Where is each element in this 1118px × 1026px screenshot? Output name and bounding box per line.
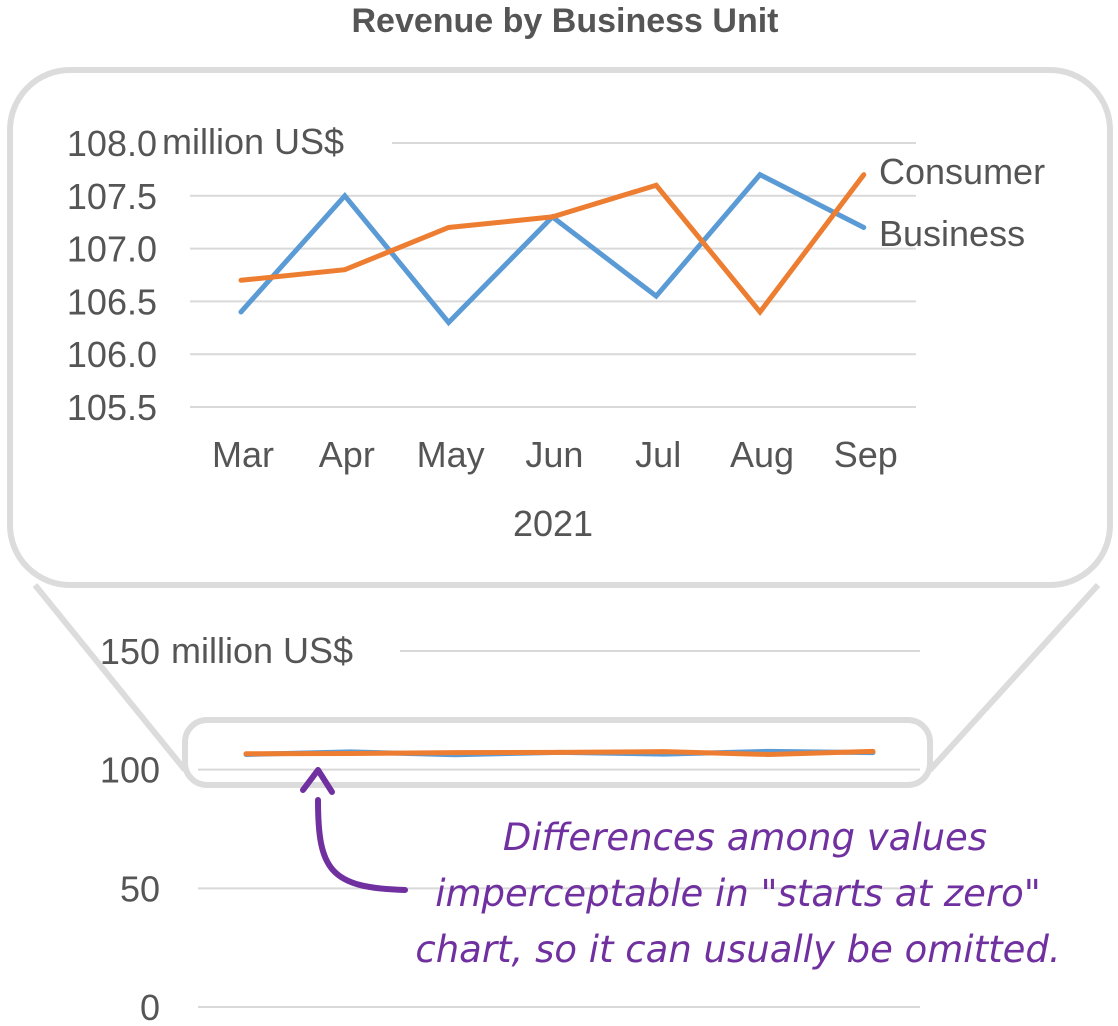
full-y-tick-label: 100 <box>100 750 160 791</box>
full-y-tick-label: 0 <box>140 987 160 1026</box>
zoom-series-lines <box>238 171 867 327</box>
zoom-y-axis-ticks: 105.5 106.0 106.5 107.0 107.5 108.0 <box>67 123 157 428</box>
zoom-x-tick-label: Aug <box>730 434 794 475</box>
zoom-connector-right <box>927 582 1101 773</box>
annotation-line-2: imperceptable in "starts at zero" <box>435 872 1041 915</box>
full-series-line-consumer <box>243 748 876 757</box>
zoom-series-line-consumer <box>238 172 867 317</box>
zoom-gridlines <box>190 142 916 408</box>
full-y-axis-ticks: 0 50 100 150 <box>100 631 160 1026</box>
full-y-tick-label: 50 <box>120 868 160 909</box>
zoomed-line-chart: 105.5 106.0 106.5 107.0 107.5 108.0 million U… <box>67 121 1045 544</box>
full-scale-line-chart: 0 50 100 150 million US$ <box>100 630 920 1026</box>
zoom-x-axis-title: 2021 <box>513 503 593 544</box>
annotation-line-3: chart, so it can usually be omitted. <box>415 928 1060 971</box>
annotation-arrow <box>315 797 408 893</box>
annotation-arrowhead <box>300 767 335 795</box>
zoom-y-tick-label: 106.0 <box>67 334 157 375</box>
zoom-x-tick-label: May <box>417 434 485 475</box>
zoom-x-axis-ticks: Mar Apr May Jun Jul Aug Sep <box>212 434 898 475</box>
zoom-x-tick-label: Apr <box>319 434 375 475</box>
zoom-y-tick-label: 107.5 <box>67 176 157 217</box>
zoom-region-box <box>182 717 933 788</box>
zoom-y-tick-label: 105.5 <box>67 387 157 428</box>
full-y-tick-label: 150 <box>100 631 160 672</box>
full-unit-label: million US$ <box>171 630 353 671</box>
zoom-y-tick-label: 106.5 <box>67 281 157 322</box>
zoom-y-tick-label: 108.0 <box>67 123 157 164</box>
zoom-callout-frame <box>7 67 1113 588</box>
legend-consumer: Consumer <box>879 151 1045 192</box>
zoom-x-tick-label: Mar <box>212 434 274 475</box>
legend-business: Business <box>879 213 1025 254</box>
chart-title: Revenue by Business Unit <box>351 2 778 40</box>
full-series-lines <box>243 748 876 758</box>
zoom-unit-label: million US$ <box>162 121 344 162</box>
annotation-line-1: Differences among values <box>503 816 987 859</box>
zoom-y-tick-label: 107.0 <box>67 229 157 270</box>
zoom-x-tick-label: Jun <box>525 434 583 475</box>
zoom-connector-left <box>32 583 188 772</box>
zoom-x-tick-label: Jul <box>635 434 681 475</box>
zoom-x-tick-label: Sep <box>834 434 898 475</box>
